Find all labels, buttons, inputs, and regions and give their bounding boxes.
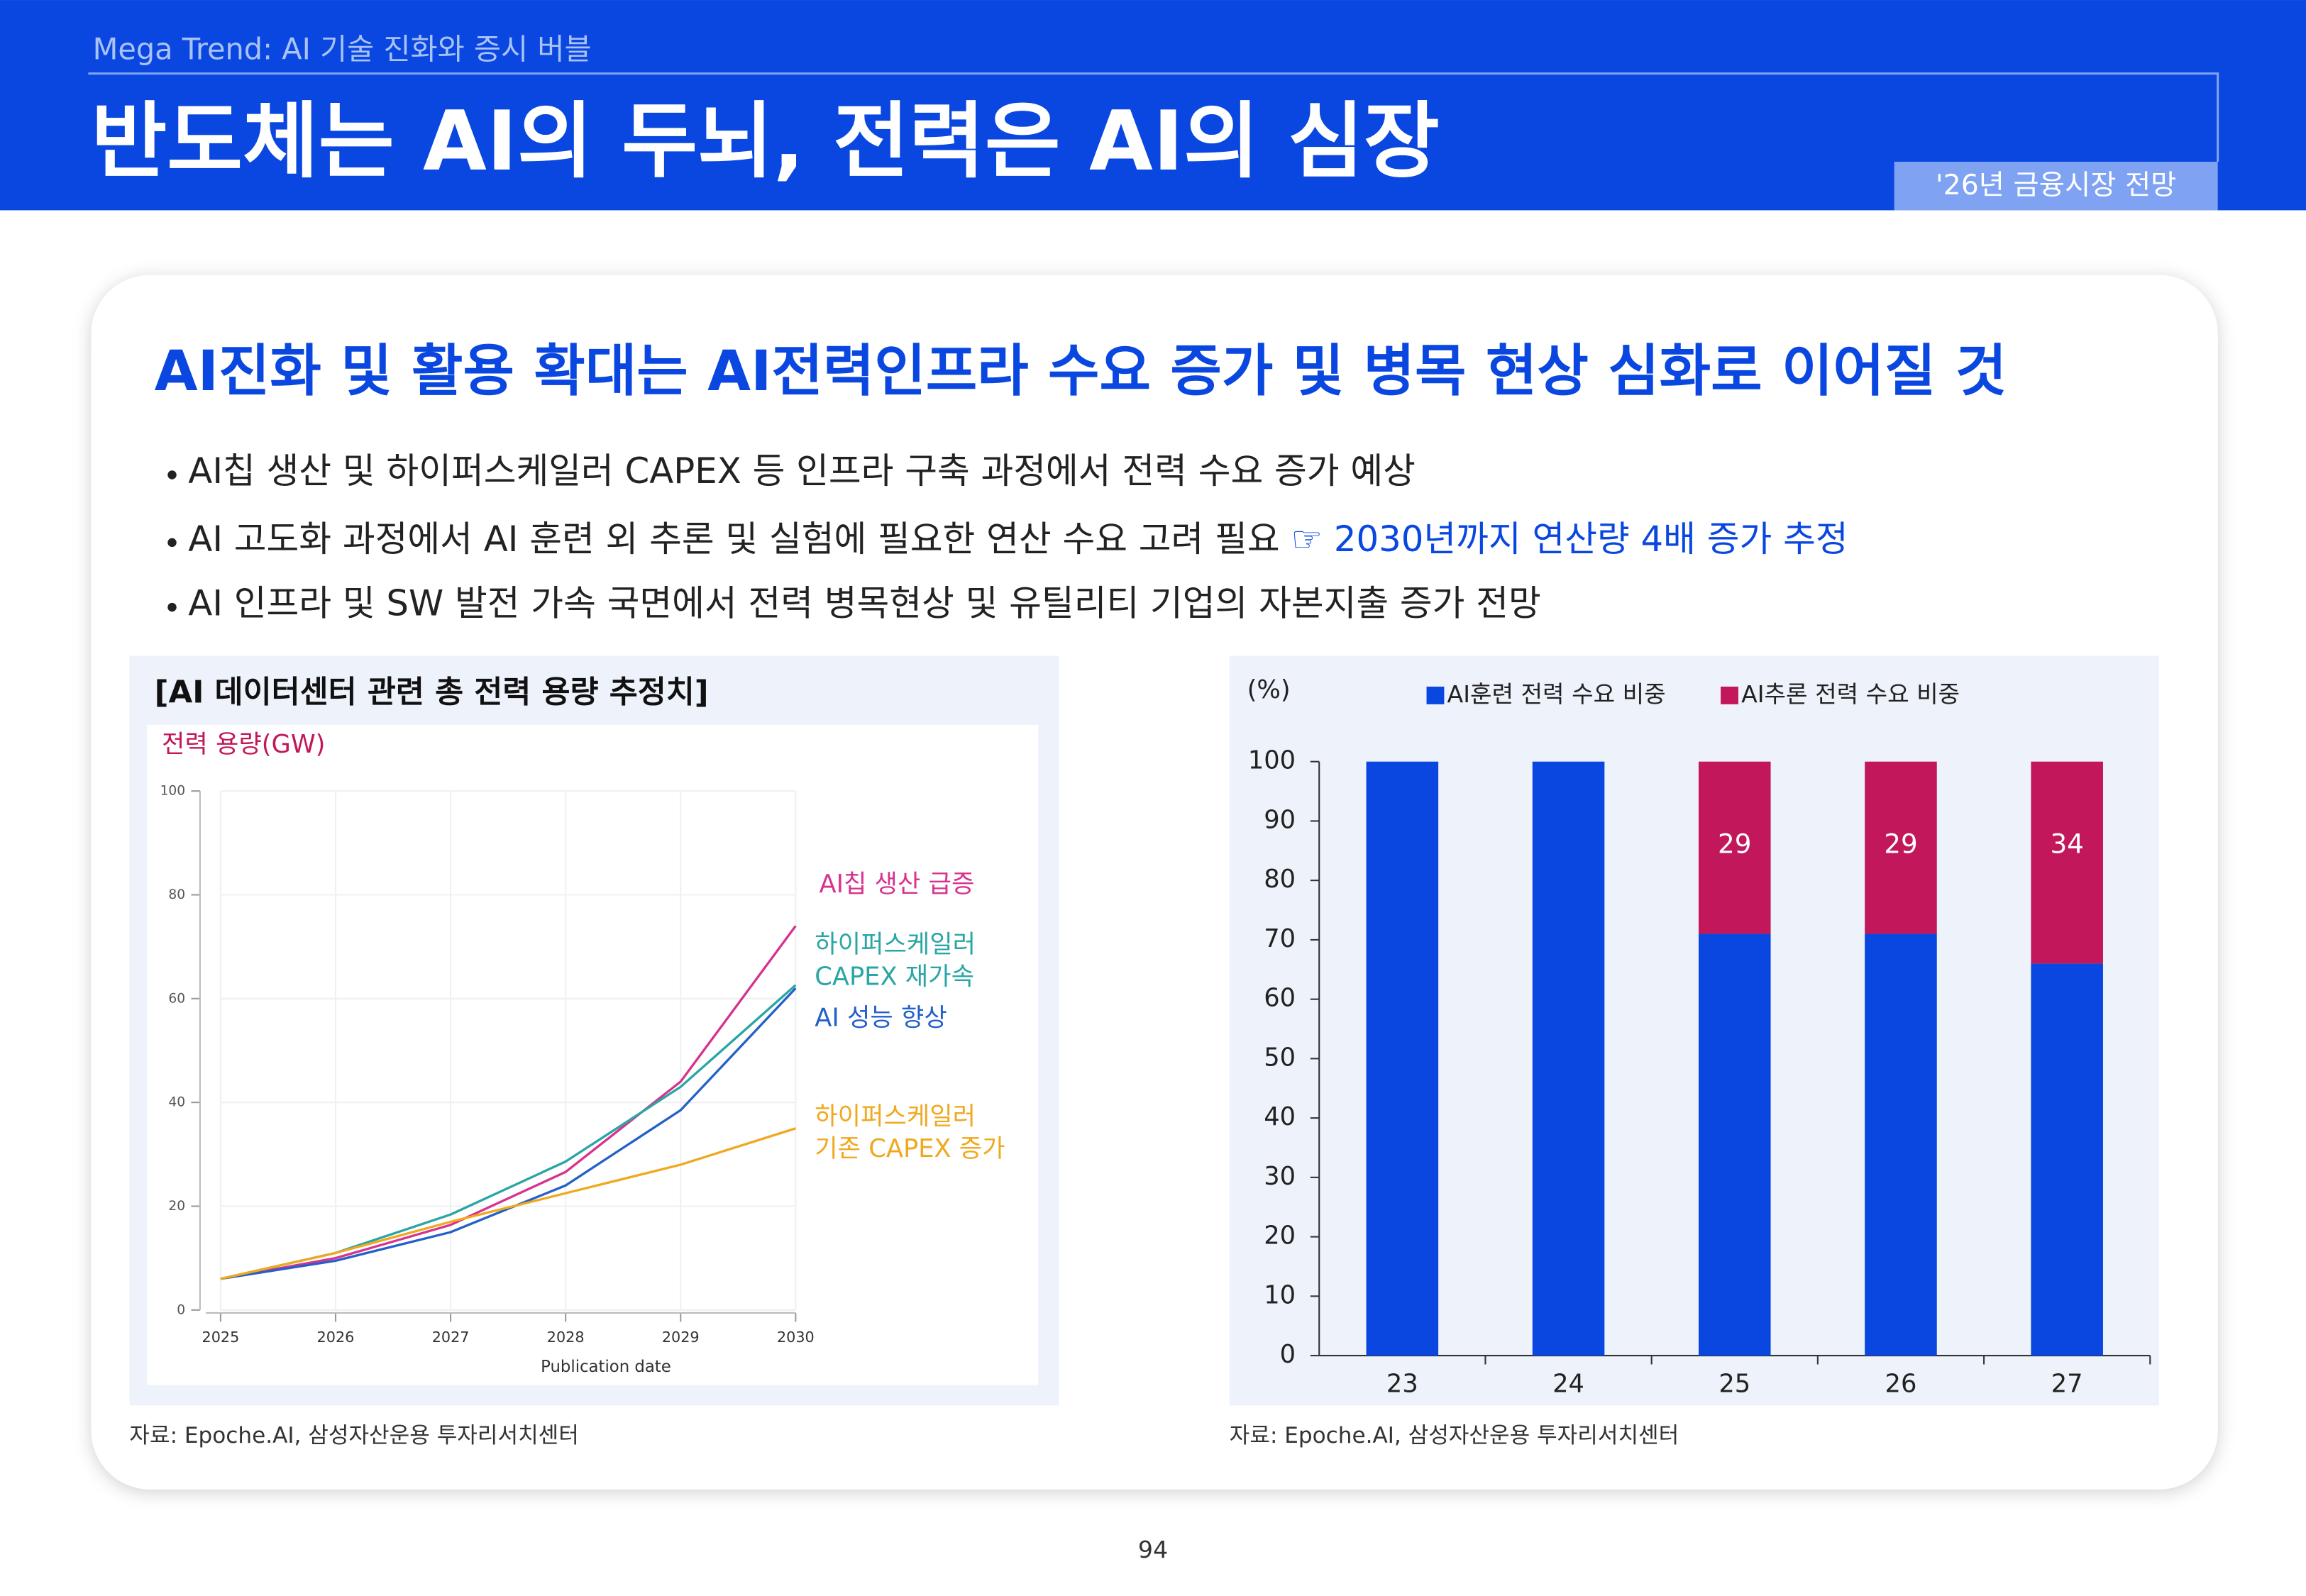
y-tick-label: 80 bbox=[168, 887, 185, 902]
x-tick-label: 26 bbox=[1885, 1370, 1917, 1399]
bar bbox=[1532, 761, 1605, 1356]
bar bbox=[2031, 963, 2103, 1356]
bullet-dot bbox=[167, 538, 177, 548]
headline: AI진화 및 활용 확대는 AI전력인프라 수요 증가 및 병목 현상 심화로 … bbox=[155, 338, 2007, 404]
legend-swatch bbox=[1721, 686, 1738, 704]
bullet-text: AI 고도화 과정에서 AI 훈련 외 추론 및 실험에 필요한 연산 수요 고… bbox=[188, 518, 1279, 559]
data-label: 29 bbox=[1884, 828, 1917, 859]
bullet: AI칩 생산 및 하이퍼스케일러 CAPEX 등 인프라 구축 과정에서 전력 … bbox=[188, 450, 1416, 492]
x-tick-label: 24 bbox=[1552, 1370, 1584, 1399]
y-tick-label: 40 bbox=[1264, 1102, 1296, 1131]
bullet: AI 고도화 과정에서 AI 훈련 외 추론 및 실험에 필요한 연산 수요 고… bbox=[188, 518, 1848, 559]
y-tick-label: 50 bbox=[1264, 1043, 1296, 1072]
y-tick-label: 20 bbox=[168, 1199, 185, 1214]
legend-label: AI훈련 전력 수요 비중 bbox=[1447, 680, 1666, 708]
header-title: 반도체는 AI의 두뇌, 전력은 AI의 심장 bbox=[92, 94, 1440, 189]
y-tick-label: 80 bbox=[1264, 865, 1296, 894]
bar bbox=[2031, 761, 2103, 964]
x-tick-label: 2029 bbox=[662, 1329, 700, 1346]
series-label: 하이퍼스케일러 기존 CAPEX 증가 bbox=[815, 1102, 1005, 1163]
x-tick-label: 25 bbox=[1719, 1370, 1750, 1399]
y-tick-label: 60 bbox=[1264, 984, 1296, 1013]
y-tick-label: 70 bbox=[1264, 924, 1296, 953]
y-tick-label: 90 bbox=[1264, 805, 1296, 834]
y-tick-label: 0 bbox=[1280, 1340, 1296, 1369]
series-label: AI 성능 향상 bbox=[815, 1003, 947, 1032]
data-label: 29 bbox=[1718, 828, 1751, 859]
source: 자료: Epoche.AI, 삼성자산운용 투자리서치센터 bbox=[129, 1423, 578, 1448]
x-tick-label: 2027 bbox=[432, 1329, 470, 1346]
data-label: 34 bbox=[2050, 828, 2083, 859]
x-tick-label: 2028 bbox=[547, 1329, 585, 1346]
chart-title: [AI 데이터센터 관련 총 전력 용량 추정치] bbox=[155, 675, 709, 710]
bar bbox=[1366, 761, 1439, 1356]
header-frame bbox=[88, 72, 2219, 162]
series-label: 하이퍼스케일러 CAPEX 재가속 bbox=[815, 930, 976, 992]
header-subtitle: Mega Trend: AI 기술 진화와 증시 버블 bbox=[93, 33, 592, 67]
line-series bbox=[220, 1127, 796, 1280]
bar bbox=[1865, 761, 1937, 934]
source: 자료: Epoche.AI, 삼성자산운용 투자리서치센터 bbox=[1230, 1423, 1679, 1448]
x-tick-label: 2026 bbox=[317, 1329, 355, 1346]
line-series bbox=[220, 987, 797, 1280]
legend-label: AI추론 전력 수요 비중 bbox=[1741, 680, 1960, 708]
x-tick-label: 2025 bbox=[202, 1329, 240, 1346]
bar bbox=[1698, 933, 1771, 1356]
y-axis-label: (%) bbox=[1247, 675, 1291, 704]
y-tick-label: 0 bbox=[177, 1302, 185, 1317]
page-number: 94 bbox=[1138, 1536, 1168, 1563]
bullet: AI 인프라 및 SW 발전 가속 국면에서 전력 병목현상 및 유틸리티 기업… bbox=[188, 582, 1540, 624]
y-tick-label: 10 bbox=[1264, 1280, 1296, 1309]
tag-box bbox=[1894, 162, 2218, 211]
x-axis-label: Publication date bbox=[541, 1358, 671, 1376]
bullet-dot bbox=[167, 602, 177, 612]
tag: '26년 금융시장 전망 bbox=[1936, 169, 2177, 201]
y-axis-label: 전력 용량(GW) bbox=[162, 730, 325, 759]
bar bbox=[1698, 761, 1771, 934]
bar bbox=[1865, 933, 1937, 1356]
x-tick-label: 2030 bbox=[777, 1329, 815, 1346]
y-tick-label: 100 bbox=[1248, 746, 1296, 775]
line-series bbox=[220, 925, 797, 1280]
bullet-dot bbox=[167, 470, 177, 480]
y-tick-label: 60 bbox=[168, 991, 185, 1006]
x-tick-label: 27 bbox=[2051, 1370, 2083, 1399]
x-tick-label: 23 bbox=[1386, 1370, 1418, 1399]
y-tick-label: 100 bbox=[160, 784, 186, 799]
bullet-note: ☞ 2030년까지 연산량 4배 증가 추정 bbox=[1291, 518, 1848, 559]
series-label: AI칩 생산 급증 bbox=[819, 870, 974, 899]
y-tick-label: 40 bbox=[168, 1095, 185, 1110]
legend-swatch bbox=[1426, 686, 1445, 704]
y-tick-label: 30 bbox=[1264, 1162, 1296, 1191]
chart-image bbox=[147, 724, 1039, 1385]
y-tick-label: 20 bbox=[1264, 1221, 1296, 1251]
